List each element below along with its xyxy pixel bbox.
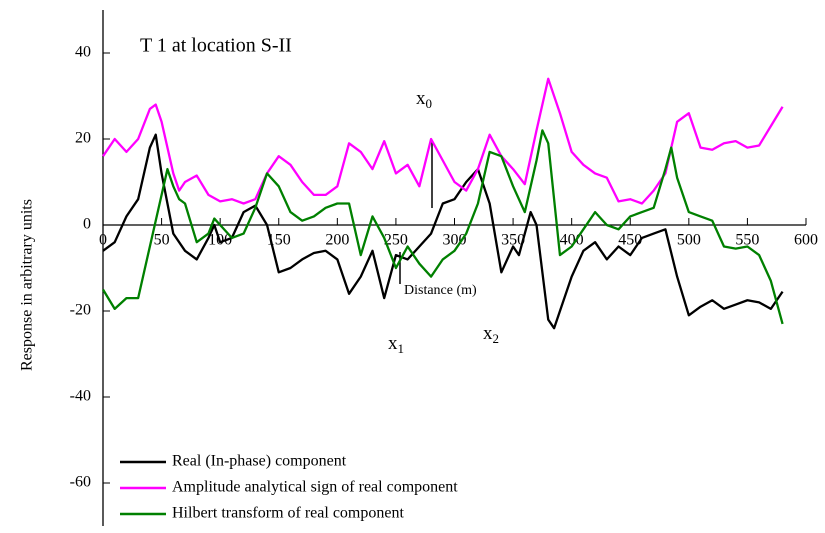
series-line <box>102 129 784 325</box>
annotation-subscript: 2 <box>493 331 500 346</box>
annotation-subscript: 1 <box>398 341 405 356</box>
y-tick-label: -60 <box>70 474 91 491</box>
chart-title: T 1 at location S-II <box>140 35 292 57</box>
x-axis-label: Distance (m) <box>404 283 477 298</box>
x-tick-label: 50 <box>154 232 170 249</box>
x-tick-label: 500 <box>677 232 701 249</box>
annotation-subscript: 0 <box>426 96 433 111</box>
legend-label: Hilbert transform of real component <box>172 505 404 522</box>
y-tick-label: -40 <box>70 388 91 405</box>
y-axis-label: Response in arbitrary units <box>19 199 36 371</box>
x-tick-label: 250 <box>384 232 408 249</box>
y-tick-label: 0 <box>83 216 91 233</box>
legend-label: Amplitude analytical sign of real compon… <box>172 479 458 496</box>
x-tick-label: 450 <box>618 232 642 249</box>
y-tick-label: 20 <box>75 130 91 147</box>
x-tick-label: 600 <box>794 232 818 249</box>
x-tick-label: 550 <box>735 232 759 249</box>
y-tick-label: -20 <box>70 302 91 319</box>
annotation-text: x <box>416 88 426 109</box>
x-tick-label: 0 <box>99 232 107 249</box>
legend-label: Real (In-phase) component <box>172 453 347 470</box>
annotation: x1 <box>388 333 404 356</box>
x-tick-label: 200 <box>325 232 349 249</box>
annotation-text: x <box>483 323 493 344</box>
x-tick-label: 300 <box>443 232 467 249</box>
annotation-text: x <box>388 333 398 354</box>
series-line <box>102 133 784 330</box>
y-tick-label: 40 <box>75 44 91 61</box>
x-tick-label: 350 <box>501 232 525 249</box>
series-line <box>102 77 784 205</box>
annotation: x0 <box>416 88 432 111</box>
annotation: x2 <box>483 323 499 346</box>
